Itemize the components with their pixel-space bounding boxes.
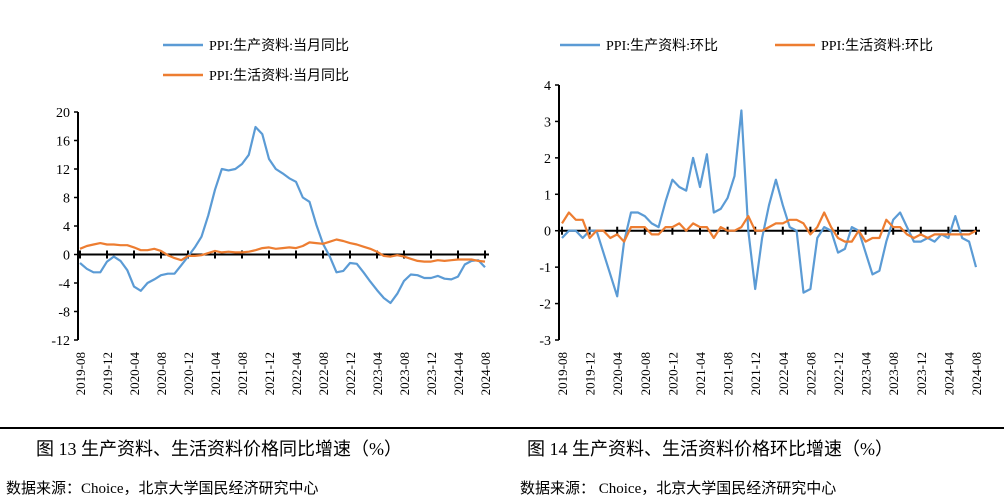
x-tick-label: 2024-04 <box>941 352 956 396</box>
legend-label: PPI:生活资料:环比 <box>821 38 933 54</box>
y-tick-label: -2 <box>539 298 551 313</box>
divider-line <box>0 427 1004 429</box>
series-line-2 <box>561 211 977 243</box>
y-tick-label: 4 <box>63 220 70 235</box>
y-tick-label: 0 <box>544 225 551 240</box>
y-tick-label: 12 <box>56 163 70 178</box>
x-tick-label: 2020-04 <box>610 352 625 396</box>
x-tick-label: 2020-08 <box>638 352 653 395</box>
x-tick-label: 2024-08 <box>478 352 493 395</box>
y-tick-label: 4 <box>544 79 551 94</box>
legend-label: PPI:生产资料:环比 <box>606 38 718 54</box>
x-tick-label: 2021-04 <box>693 352 708 396</box>
x-tick-label: 2022-04 <box>776 352 791 396</box>
x-tick-label: 2023-08 <box>886 352 901 395</box>
y-tick-label: 20 <box>56 106 70 121</box>
x-tick-label: 2020-08 <box>154 352 169 395</box>
y-tick-label: 0 <box>63 249 70 264</box>
y-tick-label: 1 <box>544 188 551 203</box>
x-tick-label: 2019-12 <box>583 352 598 395</box>
y-tick-label: -1 <box>539 261 551 276</box>
series-line-1 <box>79 125 486 305</box>
figure-13-caption: 图 13 生产资料、生活资料价格同比增速（%） <box>36 439 402 459</box>
x-tick-label: 2019-08 <box>73 352 88 395</box>
y-tick-label: 8 <box>63 192 70 207</box>
x-tick-label: 2022-12 <box>831 352 846 395</box>
x-tick-label: 2023-12 <box>914 352 929 395</box>
x-tick-label: 2022-12 <box>343 352 358 395</box>
x-tick-label: 2021-04 <box>208 352 223 396</box>
y-tick-label: -8 <box>58 306 70 321</box>
x-tick-label: 2022-08 <box>316 352 331 395</box>
chart-2: 4 3 2 1 0 -1 -2 -3 2019-08 2019-12 2020-04 2020-08 2… <box>539 38 984 395</box>
x-tick-label: 2021-12 <box>262 352 277 395</box>
x-tick-label: 2019-08 <box>555 352 570 395</box>
x-tick-label: 2019-12 <box>100 352 115 395</box>
x-tick-label: 2021-12 <box>748 352 763 395</box>
figure-14-source: 数据来源： Choice，北京大学国民经济研究中心 <box>520 481 837 497</box>
legend-label: PPI:生活资料:当月同比 <box>209 68 349 84</box>
x-tick-label: 2023-08 <box>397 352 412 395</box>
figure-13-source: 数据来源：Choice，北京大学国民经济研究中心 <box>6 481 319 497</box>
y-tick-label: -3 <box>539 334 551 349</box>
y-tick-label: -12 <box>51 334 70 349</box>
x-tick-label: 2023-12 <box>424 352 439 395</box>
x-tick-label: 2024-08 <box>969 352 984 395</box>
series-line-2 <box>79 238 486 263</box>
x-tick-label: 2020-12 <box>181 352 196 395</box>
x-tick-label: 2021-08 <box>721 352 736 395</box>
legend-label: PPI:生产资料:当月同比 <box>209 38 349 54</box>
x-tick-label: 2022-08 <box>803 352 818 395</box>
y-tick-label: 3 <box>544 115 551 130</box>
y-tick-label: 2 <box>544 152 551 167</box>
figure-14-caption: 图 14 生产资料、生活资料价格环比增速（%） <box>527 439 893 459</box>
x-tick-label: 2022-04 <box>289 352 304 396</box>
x-tick-label: 2023-04 <box>370 352 385 396</box>
x-tick-label: 2023-04 <box>859 352 874 396</box>
series-line-1 <box>561 109 978 298</box>
y-tick-label: 16 <box>56 135 70 150</box>
x-tick-label: 2020-04 <box>127 352 142 396</box>
x-tick-label: 2024-04 <box>451 352 466 396</box>
x-tick-label: 2021-08 <box>235 352 250 395</box>
y-tick-label: -4 <box>58 277 70 292</box>
x-tick-label: 2020-12 <box>665 352 680 395</box>
